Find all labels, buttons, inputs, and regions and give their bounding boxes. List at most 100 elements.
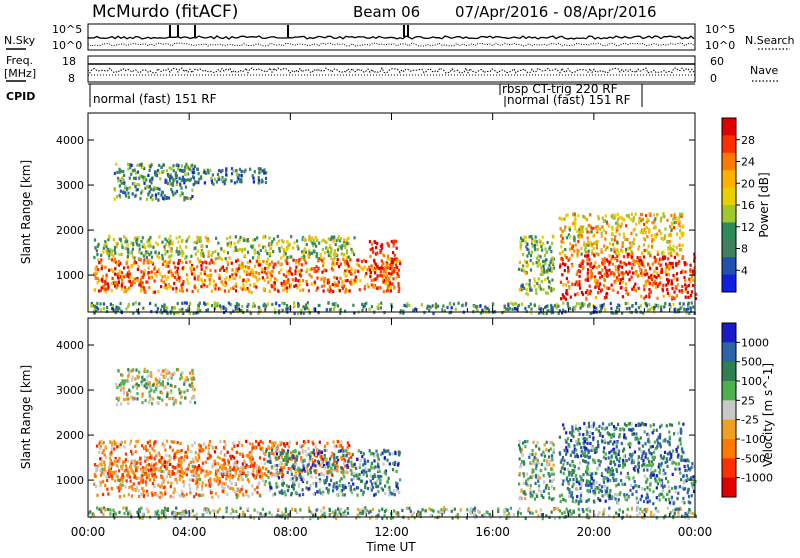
scatter-point: [255, 271, 257, 274]
scatter-point: [217, 257, 219, 260]
scatter-point: [127, 368, 129, 371]
scatter-point: [470, 507, 472, 510]
scatter-point: [604, 237, 606, 240]
scatter-point: [118, 253, 120, 256]
scatter-point: [269, 252, 271, 255]
scatter-point: [165, 179, 167, 182]
scatter-point: [278, 304, 280, 307]
scatter-point: [551, 308, 553, 311]
scatter-point: [569, 509, 571, 512]
scatter-point: [626, 307, 628, 310]
scatter-point: [142, 236, 144, 239]
scatter-point: [346, 274, 348, 277]
scatter-point: [340, 471, 342, 474]
scatter-point: [389, 258, 391, 261]
scatter-point: [326, 442, 328, 445]
scatter-point: [234, 277, 236, 280]
scatter-point: [213, 280, 215, 283]
scatter-point: [561, 273, 563, 276]
scatter-point: [247, 251, 249, 254]
scatter-point: [149, 452, 151, 455]
scatter-point: [377, 274, 379, 277]
scatter-point: [123, 445, 125, 448]
scatter-point: [197, 304, 199, 307]
scatter-point: [315, 453, 317, 456]
scatter-point: [179, 177, 181, 180]
scatter-point: [149, 185, 151, 188]
scatter-point: [254, 488, 256, 491]
scatter-point: [640, 295, 642, 298]
scatter-point: [262, 169, 264, 172]
scatter-point: [388, 493, 390, 496]
scatter-point: [298, 483, 300, 486]
scatter-point: [429, 306, 431, 309]
scatter-point: [130, 251, 132, 254]
scatter-point: [175, 290, 177, 293]
scatter-point: [265, 474, 267, 477]
scatter-point: [290, 235, 292, 238]
colorbar-segment: [722, 135, 736, 153]
scatter-point: [229, 236, 231, 239]
scatter-point: [193, 396, 195, 399]
scatter-point: [369, 449, 371, 452]
scatter-point: [315, 236, 317, 239]
scatter-point: [682, 255, 684, 258]
scatter-point: [373, 459, 375, 462]
scatter-point: [339, 289, 341, 292]
scatter-point: [263, 304, 265, 307]
scatter-point: [396, 485, 398, 488]
scatter-point: [291, 455, 293, 458]
scatter-point: [311, 275, 313, 278]
scatter-point: [300, 269, 302, 272]
scatter-point: [168, 242, 170, 245]
scatter-point: [100, 258, 102, 261]
scatter-point: [406, 305, 408, 308]
scatter-point: [668, 252, 670, 255]
scatter-point: [197, 236, 199, 239]
nsky-traces: [88, 25, 694, 46]
scatter-point: [165, 375, 167, 378]
scatter-point: [151, 447, 153, 450]
scatter-point: [299, 283, 301, 286]
scatter-point: [337, 440, 339, 443]
scatter-point: [352, 483, 354, 486]
scatter-point: [133, 177, 135, 180]
scatter-point: [341, 252, 343, 255]
scatter-point: [236, 180, 238, 183]
scatter-point: [285, 252, 287, 255]
scatter-point: [299, 258, 301, 261]
scatter-point: [104, 484, 106, 487]
scatter-point: [195, 471, 197, 474]
scatter-point: [540, 255, 542, 258]
scatter-point: [185, 163, 187, 166]
scatter-point: [200, 240, 202, 243]
scatter-point: [587, 275, 589, 278]
scatter-point: [317, 452, 319, 455]
scatter-point: [384, 485, 386, 488]
scatter-point: [174, 306, 176, 309]
scatter-point: [179, 169, 181, 172]
freq-tick-bottom: 8: [68, 72, 75, 85]
scatter-point: [653, 238, 655, 241]
scatter-point: [612, 289, 614, 292]
scatter-point: [285, 493, 287, 496]
scatter-point: [332, 440, 334, 443]
scatter-point: [116, 263, 118, 266]
scatter-point: [108, 257, 110, 260]
scatter-point: [97, 281, 99, 284]
scatter-point: [652, 284, 654, 287]
scatter-point: [193, 176, 195, 179]
scatter-point: [124, 185, 126, 188]
scatter-point: [365, 260, 367, 263]
scatter-point: [124, 440, 126, 443]
scatter-point: [281, 246, 283, 249]
scatter-point: [230, 287, 232, 290]
scatter-point: [204, 449, 206, 452]
scatter-point: [197, 485, 199, 488]
scatter-point: [365, 471, 367, 474]
scatter-point: [153, 463, 155, 466]
scatter-point: [608, 225, 610, 228]
scatter-point: [359, 463, 361, 466]
scatter-point: [375, 485, 377, 488]
scatter-point: [128, 493, 130, 496]
